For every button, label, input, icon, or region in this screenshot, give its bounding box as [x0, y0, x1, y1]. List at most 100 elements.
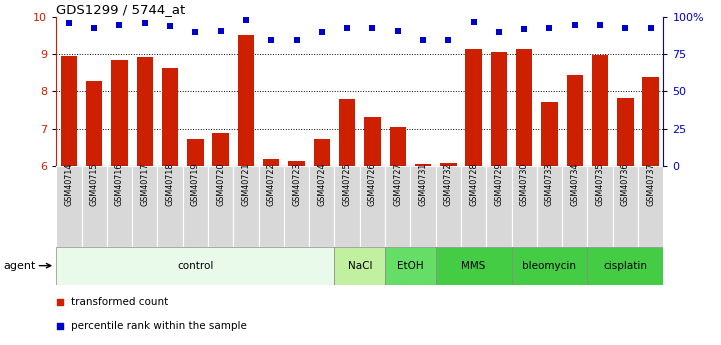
Bar: [56, 247, 335, 285]
Text: GSM40717: GSM40717: [141, 162, 149, 206]
Point: [63, 20, 75, 26]
Point: [190, 29, 201, 35]
Text: GSM40714: GSM40714: [64, 163, 74, 206]
Text: GSM40737: GSM40737: [646, 162, 655, 206]
Bar: [182, 166, 208, 247]
Point: [468, 19, 479, 24]
Bar: [385, 166, 410, 247]
Text: GSM40719: GSM40719: [191, 162, 200, 206]
Text: GSM40724: GSM40724: [317, 162, 327, 206]
Bar: [541, 102, 558, 345]
Bar: [284, 166, 309, 247]
Bar: [385, 247, 435, 285]
Point: [316, 29, 327, 35]
Bar: [314, 139, 330, 345]
Point: [392, 28, 404, 33]
Text: bleomycin: bleomycin: [523, 261, 577, 270]
Bar: [107, 166, 132, 247]
Bar: [56, 166, 81, 247]
Text: GSM40723: GSM40723: [292, 162, 301, 206]
Point: [417, 37, 429, 42]
Bar: [335, 247, 385, 285]
Bar: [415, 164, 431, 345]
Bar: [360, 166, 385, 247]
Text: agent: agent: [4, 261, 36, 270]
Bar: [136, 57, 153, 345]
Text: GSM40728: GSM40728: [469, 162, 478, 206]
Text: GSM40736: GSM40736: [621, 163, 630, 206]
Point: [367, 25, 379, 30]
Text: GSM40729: GSM40729: [495, 162, 503, 206]
Bar: [567, 75, 583, 345]
Text: GSM40725: GSM40725: [342, 162, 352, 206]
Point: [89, 25, 100, 30]
Point: [569, 22, 580, 28]
Point: [594, 22, 606, 28]
Text: transformed count: transformed count: [71, 297, 169, 307]
Bar: [588, 247, 663, 285]
Bar: [339, 99, 355, 345]
Bar: [309, 166, 335, 247]
Point: [619, 25, 631, 30]
Text: NaCl: NaCl: [348, 261, 372, 270]
Bar: [562, 166, 588, 247]
Text: cisplatin: cisplatin: [603, 261, 647, 270]
Text: GSM40720: GSM40720: [216, 162, 225, 206]
Bar: [288, 161, 305, 345]
Point: [114, 22, 125, 28]
Bar: [259, 166, 284, 247]
Bar: [81, 166, 107, 247]
Bar: [592, 55, 609, 345]
Bar: [389, 127, 406, 345]
Bar: [613, 166, 638, 247]
Text: EtOH: EtOH: [397, 261, 424, 270]
Bar: [208, 166, 234, 247]
Bar: [111, 60, 128, 345]
Bar: [512, 166, 537, 247]
Bar: [435, 166, 461, 247]
Bar: [187, 139, 203, 345]
Text: GSM40721: GSM40721: [242, 162, 250, 206]
Point: [443, 37, 454, 42]
Bar: [440, 162, 456, 345]
Text: GSM40722: GSM40722: [267, 162, 275, 206]
Bar: [642, 77, 659, 345]
Bar: [435, 247, 512, 285]
Point: [139, 20, 151, 26]
Bar: [61, 56, 77, 345]
Point: [518, 26, 530, 32]
Point: [645, 25, 656, 30]
Text: GSM40735: GSM40735: [596, 162, 605, 206]
Bar: [638, 166, 663, 247]
Text: GSM40730: GSM40730: [520, 163, 528, 206]
Point: [341, 25, 353, 30]
Bar: [157, 166, 182, 247]
Bar: [537, 166, 562, 247]
Bar: [213, 133, 229, 345]
Text: GDS1299 / 5744_at: GDS1299 / 5744_at: [56, 3, 185, 16]
Text: GSM40734: GSM40734: [570, 163, 579, 206]
Text: GSM40731: GSM40731: [418, 163, 428, 206]
Text: GSM40726: GSM40726: [368, 162, 377, 206]
Text: MMS: MMS: [461, 261, 486, 270]
Point: [248, 228, 260, 234]
Bar: [86, 81, 102, 345]
Point: [240, 18, 252, 23]
Point: [291, 37, 302, 42]
Bar: [263, 159, 280, 345]
Bar: [588, 166, 613, 247]
Bar: [465, 49, 482, 345]
Bar: [486, 166, 512, 247]
Bar: [491, 52, 507, 345]
Point: [493, 29, 505, 35]
Point: [265, 37, 277, 42]
Point: [215, 28, 226, 33]
Point: [164, 23, 176, 29]
Bar: [461, 166, 486, 247]
Bar: [364, 117, 381, 345]
Text: GSM40718: GSM40718: [166, 163, 174, 206]
Bar: [238, 35, 255, 345]
Bar: [162, 68, 178, 345]
Text: percentile rank within the sample: percentile rank within the sample: [71, 321, 247, 331]
Point: [248, 16, 260, 21]
